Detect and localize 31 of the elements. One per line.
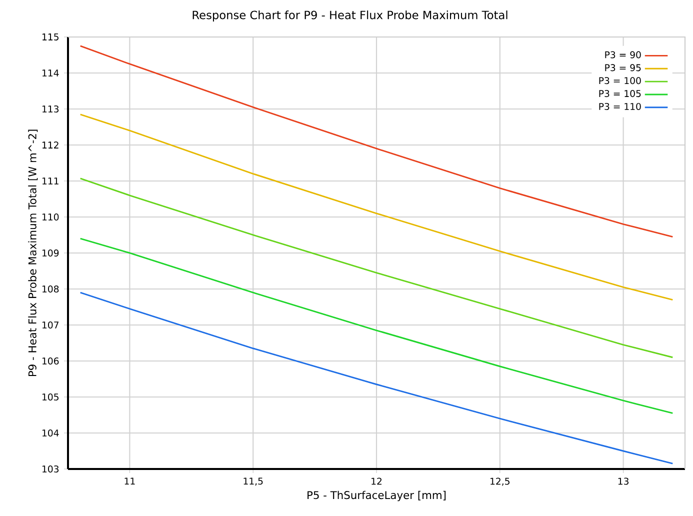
y-tick-label: 106 xyxy=(42,357,59,365)
line-series xyxy=(80,114,674,301)
x-tick-label: 13 xyxy=(618,478,628,485)
line-series xyxy=(80,45,674,238)
x-axis-title: P5 - ThSurfaceLayer [mm] xyxy=(308,490,446,502)
x-tick-label: 11 xyxy=(124,478,135,484)
y-tick-label: 115 xyxy=(42,34,58,40)
line-series xyxy=(80,178,674,358)
y-tick-label: 107 xyxy=(42,321,58,329)
y-tick-label: 104 xyxy=(42,429,59,437)
y-tick-label: 105 xyxy=(42,393,58,401)
chart-title: Response Chart for P9 - Heat Flux Probe Maximum Total xyxy=(192,10,508,22)
y-tick-label: 108 xyxy=(42,285,59,293)
y-tick-label: 113 xyxy=(42,105,59,113)
y-tick-label: 114 xyxy=(42,70,59,76)
x-tick-label: 12 xyxy=(372,478,382,485)
x-tick-label: 12,5 xyxy=(490,478,510,486)
line-series xyxy=(80,238,674,414)
y-tick-label: 103 xyxy=(42,465,59,473)
line-series xyxy=(80,292,674,464)
y-tick-label: 111 xyxy=(42,178,58,184)
y-tick-label: 110 xyxy=(42,213,59,221)
x-tick-label: 11,5 xyxy=(244,478,263,486)
legend-label: P3 = 100 xyxy=(599,77,641,84)
y-axis-title: P9 - Heat Flux Probe Maximum Total [W m^-2] xyxy=(28,130,38,376)
legend-label: P3 = 110 xyxy=(599,102,641,110)
legend-label: P3 = 95 xyxy=(605,64,641,72)
y-tick-label: 109 xyxy=(42,249,59,257)
y-tick-label: 112 xyxy=(42,142,58,148)
legend-label: P3 = 90 xyxy=(605,51,641,58)
legend-label: P3 = 105 xyxy=(599,90,641,98)
